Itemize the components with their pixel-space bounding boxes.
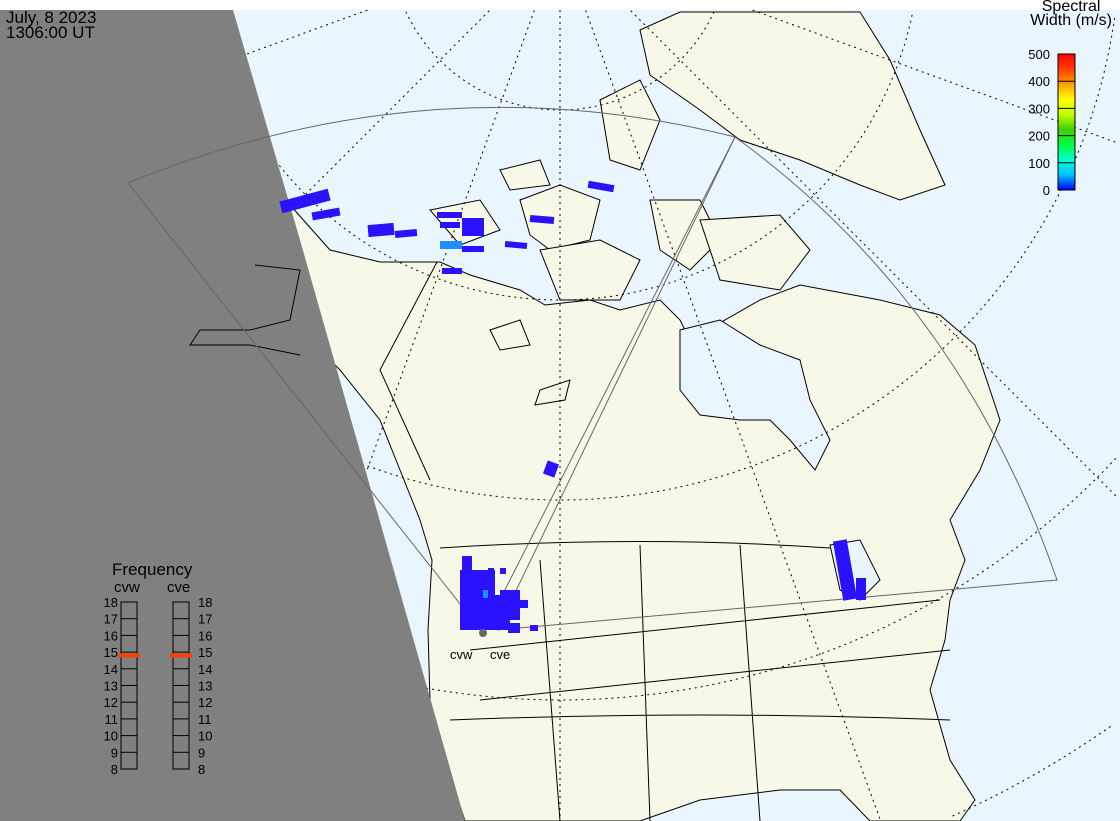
echo-cell — [440, 241, 462, 249]
echo-cell — [529, 214, 555, 225]
frequency-title: Frequency — [112, 560, 193, 579]
latitude-circle — [405, 11, 715, 111]
frequency-marker — [170, 653, 192, 658]
frequency-tick-label: 15 — [104, 645, 118, 660]
frequency-tick-label: 10 — [198, 729, 212, 744]
echo-cell — [508, 623, 520, 633]
frequency-tick-label: 12 — [104, 695, 118, 710]
frequency-tick-label: 13 — [198, 679, 212, 694]
fov-cve — [496, 136, 1058, 631]
time-label: 1306:00 UT — [6, 23, 95, 42]
alaska-border — [379, 261, 438, 481]
echo-cell — [394, 229, 418, 238]
meridian-line — [1, 10, 490, 499]
us-canada-border — [439, 541, 831, 549]
echo-cell — [462, 556, 472, 570]
colorbar-title: Spectral Width (m/s) — [1030, 0, 1112, 29]
frequency-tick-label: 8 — [111, 762, 118, 777]
echo-cell — [442, 268, 462, 274]
frequency-tick-label: 10 — [104, 729, 118, 744]
frequency-tick-label: 11 — [105, 712, 119, 727]
echo-cell — [530, 625, 538, 631]
state-line — [479, 649, 951, 701]
island — [499, 159, 551, 191]
meridian-line — [630, 10, 1119, 499]
frequency-tick-label: 9 — [198, 745, 205, 760]
state-line — [739, 544, 761, 821]
colorbar-tick-label: 100 — [1028, 156, 1050, 171]
frequency-tick-label: 14 — [104, 662, 118, 677]
echo-cell — [462, 246, 484, 252]
state-line — [469, 599, 941, 651]
echo-cell — [520, 600, 528, 608]
radar-site-marker — [479, 629, 487, 637]
echo-cell — [500, 568, 506, 574]
echo-cell — [483, 590, 488, 598]
site-label-cvw: cvw — [450, 647, 473, 662]
echo-cell — [832, 539, 858, 601]
frequency-tick-label: 14 — [198, 662, 212, 677]
echo-cell — [500, 590, 520, 620]
island — [489, 319, 531, 351]
colorbar: 500 400 300 200 100 0 — [1028, 47, 1076, 198]
colorbar-title-line2: Width (m/s) — [1030, 12, 1112, 29]
frequency-tick-label: 17 — [198, 612, 212, 627]
echo-cell — [311, 207, 341, 221]
colorbar-tick-label: 500 — [1028, 47, 1050, 62]
ellesmere-island — [599, 79, 661, 171]
frequency-tick-label: 16 — [104, 628, 118, 643]
colorbar-tick-label: 400 — [1028, 74, 1050, 89]
frequency-tick-label: 18 — [198, 595, 212, 610]
echo-cell — [367, 222, 395, 238]
baffin-island — [699, 214, 811, 291]
colorbar-tick-label: 200 — [1028, 129, 1050, 144]
echo-cell — [462, 218, 484, 236]
radar-label-cvw: cvw — [114, 579, 140, 596]
frequency-tick-label: 16 — [198, 628, 212, 643]
frequency-tick-label: 8 — [198, 762, 205, 777]
state-line — [539, 559, 561, 821]
echo-cell — [440, 222, 460, 228]
colorbar-tick-label: 0 — [1043, 183, 1050, 198]
colorbar-title-line1: Spectral — [1041, 0, 1101, 15]
frequency-tick-label: 18 — [104, 595, 118, 610]
frequency-tick-label: 9 — [111, 745, 118, 760]
timestamp: July, 8 2023 1306:00 UT — [6, 8, 97, 42]
echo-cell — [437, 212, 462, 218]
echo-cell — [542, 460, 560, 478]
hudson-bay — [679, 319, 831, 471]
fov-cvw — [127, 106, 736, 634]
state-line — [639, 544, 651, 821]
frequency-tick-label: 12 — [198, 695, 212, 710]
colorbar-bar — [1057, 53, 1076, 191]
state-line — [449, 714, 951, 721]
radar-label-cve: cve — [167, 579, 191, 596]
frequency-marker — [118, 653, 140, 658]
island — [539, 239, 641, 301]
frequency-tick-label: 17 — [104, 612, 118, 627]
alaska-coastline-night — [189, 264, 301, 356]
greenland — [639, 11, 946, 201]
radar-fields-of-view — [127, 106, 1058, 634]
echo-cell — [488, 568, 494, 574]
night-shade — [0, 10, 465, 821]
political-borders — [379, 261, 951, 821]
echo-cells — [279, 180, 866, 633]
echo-cell — [504, 241, 528, 249]
echo-cell — [279, 188, 331, 214]
site-label-cve: cve — [490, 647, 511, 662]
colorbar-tick-label: 300 — [1028, 101, 1050, 116]
frequency-tick-label: 15 — [198, 645, 212, 660]
date-label: July, 8 2023 — [6, 8, 97, 27]
echo-cell — [587, 180, 615, 193]
echo-cell — [856, 578, 866, 600]
frequency-tick-label: 13 — [104, 679, 118, 694]
frequency-tick-label: 11 — [198, 712, 212, 727]
